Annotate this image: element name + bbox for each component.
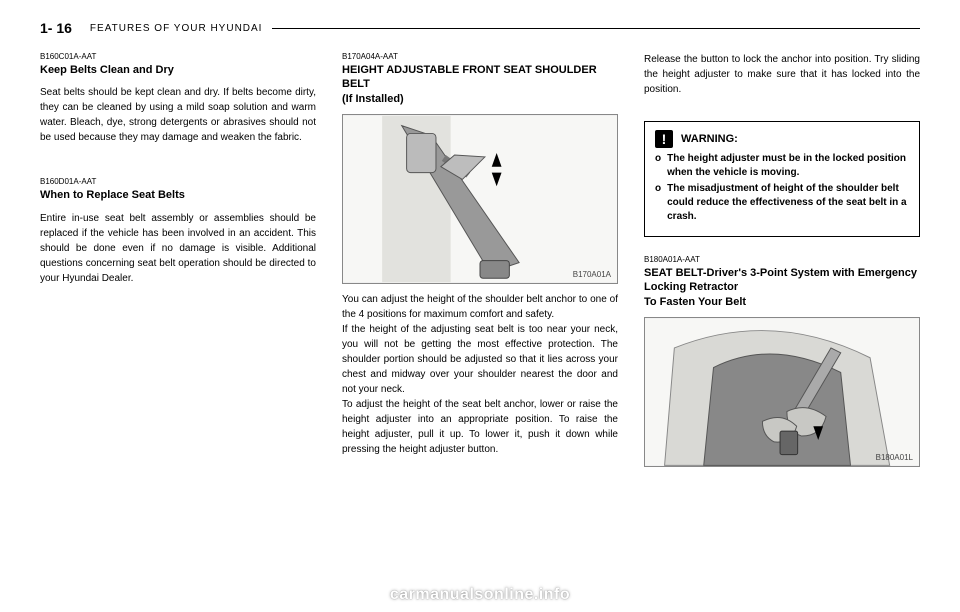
figure-label: B170A01A [573, 270, 611, 279]
subtitle: (If Installed) [342, 93, 404, 105]
page-header: 1- 16 FEATURES OF YOUR HYUNDAI [40, 20, 920, 36]
warning-item-1: The height adjuster must be in the locke… [667, 152, 909, 180]
section-code: B160D01A-AAT [40, 177, 316, 186]
warning-icon: ! [655, 130, 673, 148]
section-3point-system: B180A01A-AAT SEAT BELT-Driver's 3-Point … [644, 255, 920, 475]
column-2: B170A04A-AAT HEIGHT ADJUSTABLE FRONT SEA… [342, 52, 618, 592]
warning-title: WARNING: [681, 133, 738, 145]
column-1: B160C01A-AAT Keep Belts Clean and Dry Se… [40, 52, 316, 592]
chapter-title: FEATURES OF YOUR HYUNDAI [90, 23, 263, 34]
figure-label: B180A01L [876, 453, 913, 462]
intro-text: Release the button to lock the anchor in… [644, 52, 920, 97]
section-replace-belts: B160D01A-AAT When to Replace Seat Belts … [40, 177, 316, 299]
title-line1: HEIGHT ADJUSTABLE FRONT SEAT SHOULDER BE… [342, 64, 597, 90]
section-code: B180A01A-AAT [644, 255, 920, 264]
header-rule [272, 28, 920, 29]
page-number: 1- 16 [40, 20, 72, 36]
section-title: Keep Belts Clean and Dry [40, 63, 316, 77]
warning-item-2: The misadjustment of height of the shoul… [667, 182, 909, 224]
section-keep-belts-clean: B160C01A-AAT Keep Belts Clean and Dry Se… [40, 52, 316, 159]
section-code: B160C01A-AAT [40, 52, 316, 61]
section-body: Entire in-use seat belt assembly or asse… [40, 211, 316, 286]
figure-fasten-belt: B180A01L [644, 317, 920, 467]
warning-box: ! WARNING: The height adjuster must be i… [644, 121, 920, 237]
figure-shoulder-belt: B170A01A [342, 114, 618, 284]
shoulder-belt-illustration [343, 115, 617, 283]
section-body: You can adjust the height of the shoulde… [342, 292, 618, 457]
fasten-belt-illustration [645, 318, 919, 466]
column-3: Release the button to lock the anchor in… [644, 52, 920, 592]
section-height-adjustable: B170A04A-AAT HEIGHT ADJUSTABLE FRONT SEA… [342, 52, 618, 471]
warning-list: The height adjuster must be in the locke… [655, 152, 909, 224]
section-title: SEAT BELT-Driver's 3-Point System with E… [644, 266, 920, 309]
title-text: SEAT BELT-Driver's 3-Point System with E… [644, 267, 917, 293]
section-code: B170A04A-AAT [342, 52, 618, 61]
section-title: When to Replace Seat Belts [40, 188, 316, 202]
section-title: HEIGHT ADJUSTABLE FRONT SEAT SHOULDER BE… [342, 63, 618, 106]
section-body: Seat belts should be kept clean and dry.… [40, 85, 316, 145]
warning-header: ! WARNING: [655, 130, 909, 148]
content-columns: B160C01A-AAT Keep Belts Clean and Dry Se… [40, 52, 920, 592]
watermark: carmanualsonline.info [390, 586, 570, 604]
subtitle-text: To Fasten Your Belt [644, 296, 746, 308]
